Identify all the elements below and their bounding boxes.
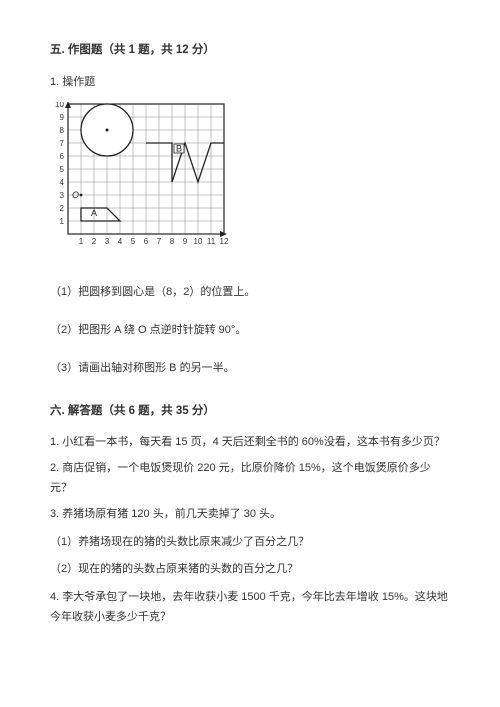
svg-text:7: 7: [60, 139, 65, 148]
problem1-sub1: （1）把圆移到圆心是（8，2）的位置上。: [50, 283, 450, 303]
svg-text:O: O: [72, 190, 79, 200]
svg-text:1: 1: [79, 237, 84, 246]
svg-text:9: 9: [183, 237, 188, 246]
svg-text:4: 4: [118, 237, 123, 246]
svg-text:B: B: [176, 144, 182, 154]
section6-header: 六. 解答题（共 6 题，共 35 分）: [50, 401, 450, 422]
svg-text:6: 6: [144, 237, 149, 246]
svg-text:5: 5: [131, 237, 136, 246]
svg-text:11: 11: [207, 237, 216, 246]
svg-text:2: 2: [60, 204, 65, 213]
svg-text:3: 3: [60, 191, 65, 200]
svg-text:5: 5: [60, 165, 65, 174]
svg-text:6: 6: [60, 152, 65, 161]
svg-text:3: 3: [105, 237, 110, 246]
section6-p3: 3. 养猪场原有猪 120 头，前几天卖掉了 30 头。: [50, 505, 450, 525]
svg-text:1: 1: [60, 217, 65, 226]
svg-text:8: 8: [170, 237, 175, 246]
svg-text:7: 7: [157, 237, 162, 246]
svg-text:2: 2: [92, 237, 97, 246]
section6-p3-sub1: （1）养猪场现在的猪的头数比原来减少了百分之几？: [50, 533, 450, 553]
grid-figure: 12345678910111212345678910OAB: [50, 102, 235, 257]
svg-text:A: A: [91, 208, 97, 218]
svg-text:12: 12: [220, 237, 229, 246]
section6-p4: 4. 李大爷承包了一块地，去年收获小麦 1500 千克，今年比去年增收 15%。…: [50, 588, 450, 628]
figure-container: 12345678910111212345678910OAB: [50, 102, 450, 265]
svg-text:8: 8: [60, 126, 65, 135]
svg-text:4: 4: [60, 178, 65, 187]
svg-text:9: 9: [60, 113, 65, 122]
section6-p1: 1. 小红看一本书，每天看 15 页，4 天后还剩全书的 60%没看，这本书有多…: [50, 433, 450, 453]
problem1-sub2: （2）把图形 A 绕 O 点逆时针旋转 90°。: [50, 321, 450, 341]
problem1-title: 1. 操作题: [50, 73, 450, 93]
section6-p2: 2. 商店促销，一个电饭煲现价 220 元，比原价降价 15%，这个电饭煲原价多…: [50, 459, 450, 499]
section6-p3-sub2: （2）现在的猪的头数占原来猪的头数的百分之几？: [50, 560, 450, 580]
svg-text:10: 10: [194, 237, 203, 246]
problem1-sub3: （3）请画出轴对称图形 B 的另一半。: [50, 359, 450, 379]
svg-text:10: 10: [55, 102, 64, 109]
section5-header: 五. 作图题（共 1 题，共 12 分）: [50, 40, 450, 61]
